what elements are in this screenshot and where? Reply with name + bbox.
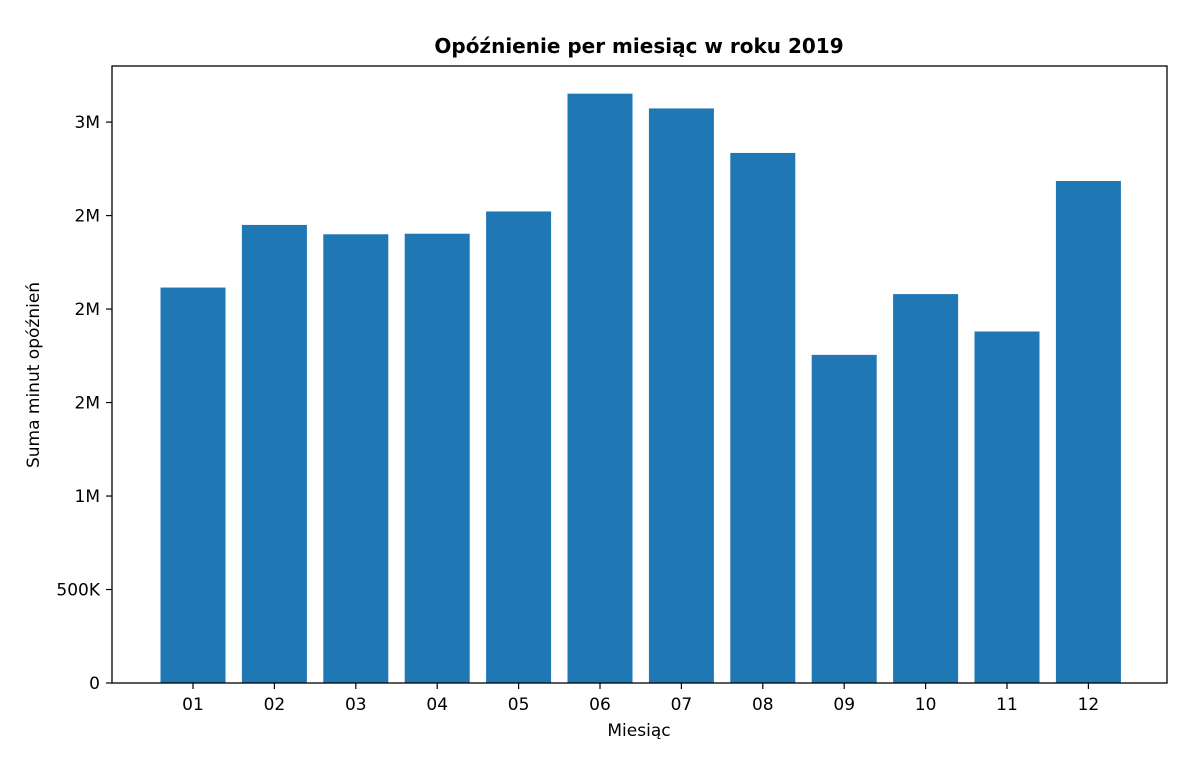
- x-tick-label-01: 01: [182, 695, 204, 715]
- x-tick-label-02: 02: [264, 695, 286, 715]
- y-tick-label-5: 2M: [75, 207, 100, 227]
- x-tick-label-05: 05: [508, 695, 530, 715]
- plot-frame: [111, 65, 1168, 684]
- y-tick-label-0: 0: [89, 674, 100, 694]
- x-tick-label-09: 09: [833, 695, 855, 715]
- x-tick-label-06: 06: [589, 695, 611, 715]
- bar-07: [648, 108, 714, 683]
- bar-12: [1055, 180, 1121, 683]
- x-tick-label-10: 10: [915, 695, 937, 715]
- x-tick-label-08: 08: [752, 695, 774, 715]
- y-tick-label-4: 2M: [75, 300, 100, 320]
- bar-08: [730, 152, 796, 683]
- x-tick-label-07: 07: [671, 695, 693, 715]
- bar-11: [974, 331, 1040, 683]
- y-tick-label-3: 2M: [75, 394, 100, 414]
- bar-05: [486, 211, 552, 684]
- x-tick-label-12: 12: [1078, 695, 1100, 715]
- bar-09: [811, 354, 877, 683]
- bar-01: [160, 287, 226, 683]
- bar-06: [567, 93, 633, 684]
- bar-03: [323, 234, 389, 684]
- y-tick-label-2: 1M: [75, 487, 100, 507]
- bar-10: [893, 294, 959, 683]
- x-tick-label-11: 11: [996, 695, 1018, 715]
- x-tick-label-04: 04: [426, 695, 448, 715]
- y-tick-label-6: 3M: [75, 113, 100, 133]
- x-tick-label-03: 03: [345, 695, 367, 715]
- y-tick-label-1: 500K: [56, 581, 100, 601]
- y-axis-label: Suma minut opóźnień: [24, 282, 44, 468]
- bar-02: [241, 224, 307, 683]
- x-axis: 01 02 03 04 05 06 07 08 09 10 11 12: [182, 683, 1099, 715]
- y-axis: 0 500K 1M 2M 2M 2M 3M: [56, 113, 112, 694]
- bars-group: [160, 93, 1121, 684]
- chart-title: Opóźnienie per miesiąc w roku 2019: [434, 34, 843, 58]
- bar-04: [404, 233, 470, 683]
- x-axis-label: Miesiąc: [607, 721, 670, 741]
